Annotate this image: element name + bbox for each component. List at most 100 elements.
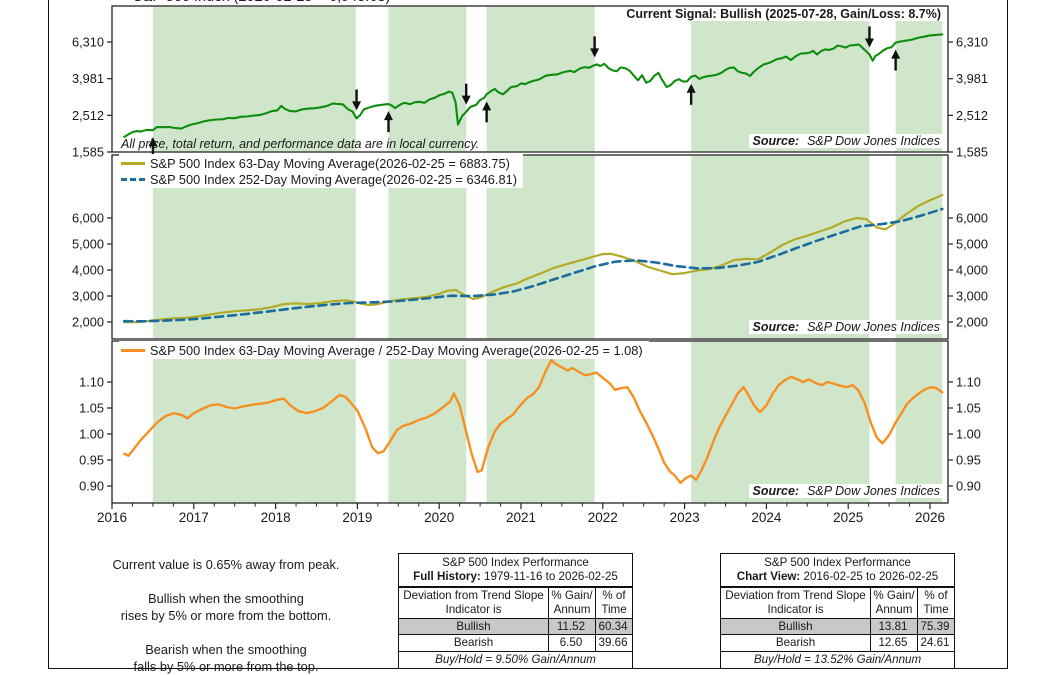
y-tick-label: 3,981 <box>956 71 988 86</box>
bullish-band <box>895 6 943 152</box>
buy-arrow <box>891 49 901 59</box>
table-cell-label: Bullish <box>398 617 549 636</box>
moving-averages-line <box>123 207 944 323</box>
y-tick-label: 1.10 <box>79 375 104 390</box>
sell-arrow <box>590 48 600 58</box>
table-cell-label: Bullish <box>720 617 871 636</box>
table-cell-time: 24.61 <box>917 634 955 653</box>
y-tick-label: 4,000 <box>956 263 988 278</box>
table-title: S&P 500 Index Performance <box>442 556 589 569</box>
y-tick-label: 0.95 <box>956 453 981 468</box>
bearish-rule-note: Bearish when the smoothing falls by 5% o… <box>133 642 319 674</box>
sell-arrow <box>352 101 362 111</box>
table-cell-label: Bearish <box>720 634 871 653</box>
source-credit: Source: S&P Dow Jones Indices <box>748 484 944 498</box>
table-subtitle: Chart View: 2016-02-25 to 2026-02-25 <box>736 569 939 583</box>
y-tick-label: 1.05 <box>956 401 981 416</box>
price-chart-title: S&P 500 Index (2026-02-25 = 6,945.68) <box>133 0 390 5</box>
bearish-row: Bearish 12.65 24.61 <box>720 634 955 653</box>
column-header-time: % of Time <box>594 586 634 619</box>
y-tick-label: 2,512 <box>72 108 104 123</box>
source-label: Source: <box>752 134 800 148</box>
y-tick-label: 6,310 <box>72 35 104 50</box>
x-tick-label: 2026 <box>915 510 945 525</box>
buy-arrow <box>482 101 492 111</box>
table-cell-time: 60.34 <box>594 617 634 636</box>
source-name: S&P Dow Jones Indices <box>807 320 940 334</box>
table-title: S&P 500 Index Performance <box>764 556 911 569</box>
source-credit: Source: S&P Dow Jones Indices <box>748 134 944 148</box>
x-tick-label: 2024 <box>751 510 782 525</box>
source-name: S&P Dow Jones Indices <box>807 134 940 148</box>
table-cell-gain: 11.52 <box>548 617 596 636</box>
x-tick-label: 2023 <box>670 510 700 525</box>
y-tick-label: 4,000 <box>72 263 104 278</box>
bullish-band <box>691 6 870 152</box>
y-tick-label: 5,000 <box>72 237 104 252</box>
panel-frame <box>111 154 949 340</box>
source-name: S&P Dow Jones Indices <box>807 484 940 498</box>
table-title-cell: S&P 500 Index Performance Chart View: 20… <box>720 553 955 589</box>
x-tick-label: 2016 <box>97 510 127 525</box>
y-tick-label: 1,585 <box>72 145 104 160</box>
column-header-gain: % Gain/ Annum <box>870 586 918 619</box>
x-tick-label: 2018 <box>261 510 291 525</box>
y-tick-label: 2,000 <box>72 315 104 330</box>
ma252-line-key <box>121 177 145 181</box>
axes-layer: 6,310 6,310 3,981 3,981 2,512 2,512 1,585 1,585… <box>72 5 988 525</box>
column-header-indicator: Deviation from Trend Slope Indicator is <box>720 586 871 619</box>
bullish-band <box>388 341 467 503</box>
price-line <box>123 33 944 138</box>
footer-section: Current value is 0.65% away from peak. B… <box>0 530 1056 675</box>
y-tick-label: 6,000 <box>72 211 104 226</box>
bullish-bands-layer <box>152 6 943 503</box>
table-subtitle: Full History: 1979-11-16 to 2026-02-25 <box>413 569 618 583</box>
signal-arrows-layer <box>148 26 901 159</box>
legend-label: S&P 500 Index 63-Day Moving Average / 25… <box>150 342 643 358</box>
x-tick-label: 2025 <box>833 510 863 525</box>
source-label: Source: <box>752 484 800 498</box>
source-label: Source: <box>752 320 800 334</box>
bullish-row: Bullish 11.52 60.34 <box>398 617 634 636</box>
bearish-row: Bearish 6.50 39.66 <box>398 634 634 653</box>
x-tick-label: 2019 <box>342 510 372 525</box>
table-title-cell: S&P 500 Index Performance Full History: … <box>397 553 634 589</box>
y-tick-label: 1.00 <box>956 427 981 442</box>
sell-arrow <box>461 95 471 105</box>
y-tick-label: 3,000 <box>72 289 104 304</box>
y-tick-label: 1.10 <box>956 375 981 390</box>
y-tick-label: 1.00 <box>79 427 104 442</box>
bullish-rule-note: Bullish when the smoothing rises by 5% o… <box>120 591 332 623</box>
performance-table-full-history: S&P 500 Index Performance Full History: … <box>397 553 634 669</box>
performance-table-chart-view: S&P 500 Index Performance Chart View: 20… <box>720 553 955 669</box>
sell-arrow <box>864 38 874 48</box>
ratio-legend: S&P 500 Index 63-Day Moving Average / 25… <box>119 341 649 359</box>
ratio-line-key <box>121 348 145 352</box>
table-cell-gain: 6.50 <box>548 634 596 653</box>
moving-average-legend: S&P 500 Index 63-Day Moving Average(2026… <box>119 154 523 188</box>
bullish-band <box>895 155 943 339</box>
table-cell-gain: 13.81 <box>870 617 918 636</box>
legend-item: S&P 500 Index 63-Day Moving Average / 25… <box>121 342 643 358</box>
y-tick-label: 0.90 <box>956 479 981 494</box>
y-tick-label: 1.05 <box>79 401 104 416</box>
y-tick-label: 0.90 <box>79 479 104 494</box>
x-tick-label: 2020 <box>424 510 454 525</box>
y-tick-label: 0.95 <box>79 453 104 468</box>
y-tick-label: 3,981 <box>72 71 104 86</box>
table-cell-gain: 12.65 <box>870 634 918 653</box>
peak-distance-note: Current value is 0.65% away from peak. <box>112 557 340 572</box>
buy-hold-footer: Buy/Hold = 13.52% Gain/Annum <box>720 651 955 669</box>
column-header-time: % of Time <box>917 586 955 619</box>
y-tick-label: 6,310 <box>956 35 988 50</box>
legend-label: S&P 500 Index 63-Day Moving Average(2026… <box>150 155 510 171</box>
y-tick-label: 1,585 <box>956 145 988 160</box>
y-tick-label: 5,000 <box>956 237 988 252</box>
x-tick-label: 2021 <box>506 510 536 525</box>
source-credit: Source: S&P Dow Jones Indices <box>748 320 944 334</box>
table-cell-time: 39.66 <box>594 634 634 653</box>
buy-hold-footer: Buy/Hold = 9.50% Gain/Annum <box>397 651 634 669</box>
methodology-notes: Current value is 0.65% away from peak. B… <box>58 556 394 675</box>
buy-arrow <box>686 83 696 93</box>
